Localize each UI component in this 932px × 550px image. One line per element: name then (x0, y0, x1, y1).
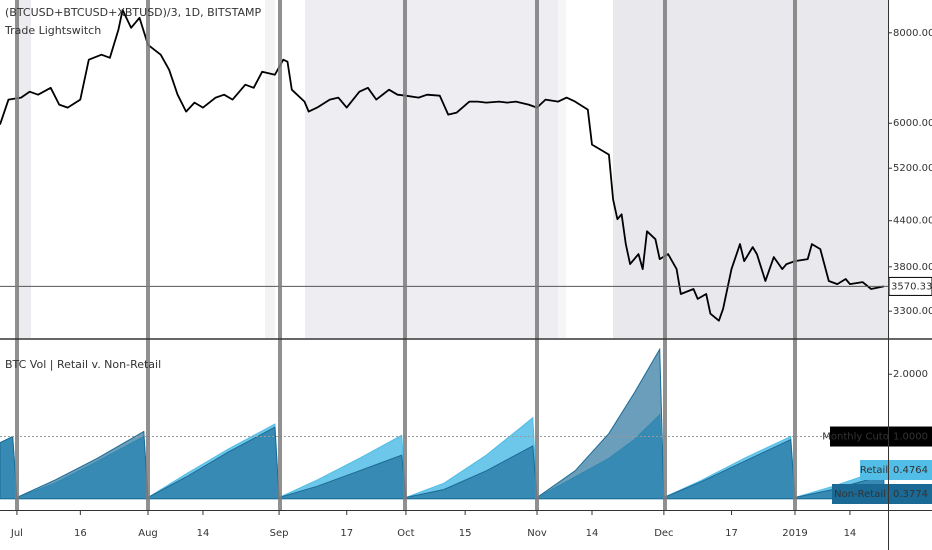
x-tick-label: Oct (397, 528, 414, 539)
y-tick-label: 4400.00 (893, 216, 932, 227)
cutoff-name: Monthly Cutoff (822, 432, 897, 443)
last-price-label: 3570.33 (891, 281, 932, 292)
last-value-label: 0.3774 (893, 489, 928, 500)
x-tick-label: Jul (10, 528, 23, 539)
x-tick-label: Nov (527, 528, 547, 539)
band (305, 0, 558, 338)
y-tick-label: 8000.00 (893, 28, 932, 39)
x-tick-label: 14 (844, 528, 857, 539)
y-tick-label: 5200.00 (893, 163, 932, 174)
band (613, 0, 888, 338)
x-tick-label: Sep (270, 528, 289, 539)
price-line (0, 9, 884, 322)
last-value-label: 0.4764 (893, 465, 928, 476)
chart-title: (BTCUSD+BTCUSD+XBTUSD)/3, 1D, BITSTAMP (5, 6, 261, 19)
legend-label: Retail (860, 465, 888, 476)
x-tick-label: 2019 (782, 528, 807, 539)
legend-tag (860, 460, 888, 480)
cutoff-tag (830, 426, 888, 447)
y-tick-label: 2.0000 (893, 369, 928, 380)
band (265, 0, 275, 338)
x-tick-label: Dec (654, 528, 673, 539)
y-tick-label: 6000.00 (893, 118, 932, 129)
x-tick-label: 17 (725, 528, 738, 539)
x-tick-label: 14 (586, 528, 599, 539)
month-lines (15, 0, 797, 510)
plot-layer: 3300.00 3800.00 4400.00 5200.00 6000.00 8000.… (0, 9, 932, 539)
x-tick-label: 16 (74, 528, 87, 539)
cutoff-value: 1.0000 (893, 432, 928, 443)
x-tick-label: Aug (138, 528, 158, 539)
x-tick-label: 15 (459, 528, 472, 539)
last-value-tag (889, 460, 932, 480)
indicator-title: BTC Vol | Retail v. Non-Retail (5, 358, 161, 371)
y-tick-label: 3800.00 (893, 262, 932, 273)
x-tick-label: 17 (340, 528, 353, 539)
indicator-name: Trade Lightswitch (4, 24, 101, 37)
y-tick-label: 3300.00 (893, 306, 932, 317)
x-tick-label: 14 (197, 528, 210, 539)
volume-area (0, 347, 885, 500)
cutoff-value-tag (889, 426, 932, 447)
legend-tag (832, 484, 888, 504)
legend-label: Non-Retail (834, 489, 886, 500)
band (558, 0, 566, 338)
band (17, 0, 31, 338)
last-value-tag (889, 484, 932, 504)
